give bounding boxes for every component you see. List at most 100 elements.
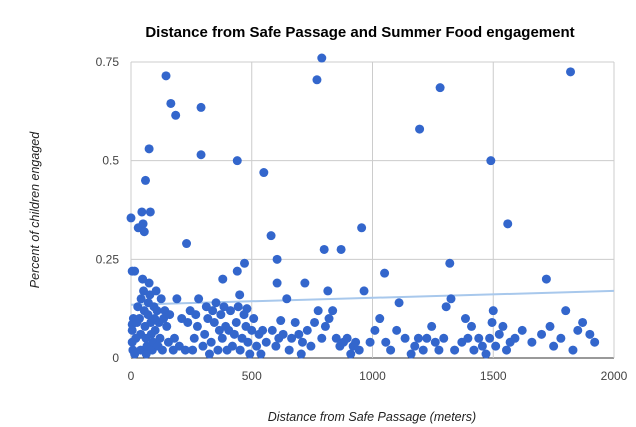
data-point — [130, 266, 140, 276]
data-point — [182, 239, 192, 249]
data-point — [296, 349, 306, 359]
data-point — [502, 345, 512, 355]
data-point — [566, 67, 576, 77]
data-point — [302, 325, 312, 335]
data-point — [549, 341, 559, 351]
data-point — [192, 321, 202, 331]
data-point — [239, 310, 249, 320]
data-point — [267, 325, 277, 335]
data-point — [144, 144, 154, 154]
data-point — [537, 329, 547, 339]
data-point — [196, 150, 206, 160]
data-point — [169, 333, 179, 343]
data-point — [469, 345, 479, 355]
data-point — [503, 219, 513, 229]
chart-title: Distance from Safe Passage and Summer Fo… — [145, 24, 574, 41]
data-point — [568, 345, 578, 355]
data-point — [375, 314, 385, 324]
data-point — [434, 345, 444, 355]
data-point — [494, 329, 504, 339]
data-point — [183, 317, 193, 327]
data-point — [162, 321, 172, 331]
points-layer — [126, 53, 600, 359]
data-point — [134, 314, 144, 324]
data-point — [427, 321, 437, 331]
data-point — [216, 310, 226, 320]
data-point — [294, 329, 304, 339]
trendline — [130, 289, 615, 306]
data-point — [256, 349, 266, 359]
data-point — [180, 345, 190, 355]
data-point — [165, 310, 175, 320]
data-point — [191, 310, 201, 320]
data-point — [545, 321, 555, 331]
data-point — [136, 294, 146, 304]
data-point — [232, 266, 242, 276]
data-point — [481, 349, 491, 359]
data-point — [328, 306, 338, 316]
data-point — [235, 345, 245, 355]
data-point — [297, 337, 307, 347]
data-point — [578, 317, 588, 327]
data-point — [232, 156, 242, 166]
data-point — [306, 341, 316, 351]
data-point — [188, 345, 198, 355]
x-tick-label: 1500 — [480, 369, 507, 383]
y-axis-label: Percent of children engaged — [28, 131, 42, 288]
data-point — [145, 207, 155, 217]
data-point — [317, 333, 327, 343]
y-tick-label: 0 — [112, 351, 119, 365]
data-point — [498, 321, 508, 331]
data-point — [342, 333, 352, 343]
data-point — [208, 306, 218, 316]
data-point — [488, 306, 498, 316]
data-point — [460, 314, 470, 324]
data-point — [439, 333, 449, 343]
data-point — [276, 316, 286, 326]
data-point — [156, 294, 166, 304]
data-point — [441, 302, 451, 312]
x-tick-label: 0 — [128, 369, 135, 383]
data-point — [463, 333, 473, 343]
data-point — [351, 337, 361, 347]
data-point — [510, 333, 520, 343]
data-point — [450, 345, 460, 355]
data-point — [196, 102, 206, 112]
data-point — [381, 337, 391, 347]
data-point — [312, 75, 322, 85]
data-point — [245, 349, 255, 359]
data-point — [235, 290, 245, 300]
data-point — [486, 156, 496, 166]
data-point — [155, 333, 165, 343]
data-point — [217, 333, 227, 343]
data-point — [445, 258, 455, 268]
data-point — [259, 168, 269, 178]
data-point — [590, 337, 600, 347]
data-point — [140, 175, 150, 185]
data-point — [161, 71, 171, 81]
data-point — [126, 213, 136, 223]
data-point — [138, 219, 148, 229]
data-point — [204, 349, 214, 359]
data-point — [219, 302, 229, 312]
x-tick-label: 2000 — [601, 369, 628, 383]
data-point — [324, 314, 334, 324]
data-point — [287, 333, 297, 343]
data-point — [127, 325, 137, 335]
data-point — [323, 286, 333, 296]
data-point — [150, 325, 160, 335]
data-point — [172, 294, 182, 304]
data-point — [231, 317, 241, 327]
data-point — [357, 223, 367, 233]
data-point — [556, 333, 566, 343]
data-point — [380, 268, 390, 278]
data-point — [138, 274, 148, 284]
data-point — [336, 244, 346, 254]
data-point — [143, 310, 153, 320]
data-point — [319, 244, 329, 254]
data-point — [189, 333, 199, 343]
data-point — [144, 278, 154, 288]
y-tick-label: 0.5 — [102, 154, 119, 168]
x-tick-label: 1000 — [359, 369, 386, 383]
data-point — [310, 317, 320, 327]
